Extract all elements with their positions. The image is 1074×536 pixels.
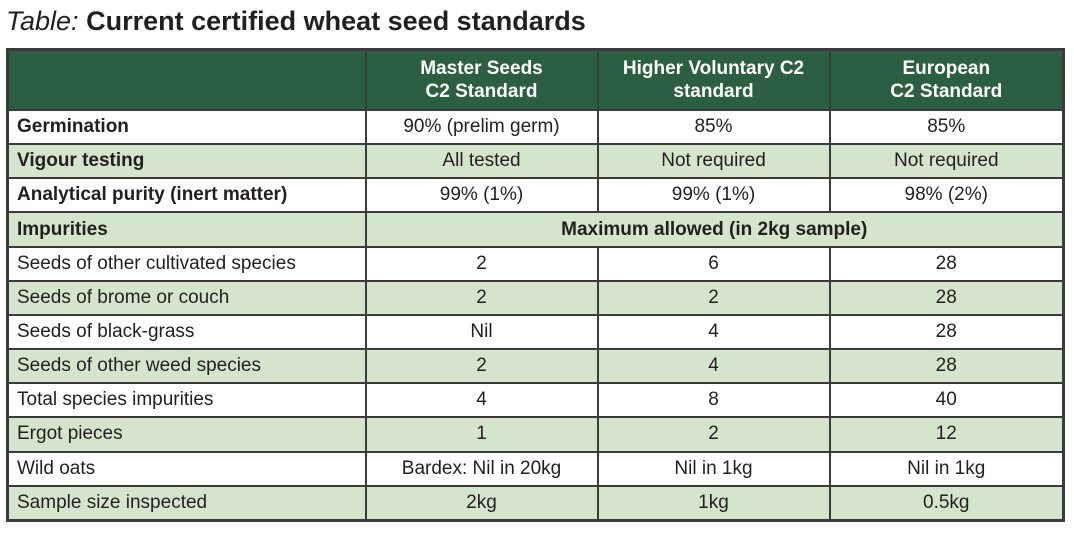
value-cell: 28: [828, 348, 1065, 385]
value-cell: 2: [596, 416, 831, 453]
value-cell: 1: [364, 416, 599, 453]
value-cell: 28: [828, 279, 1065, 316]
table-row: Wild oats Bardex: Nil in 20kg Nil in 1kg Ni…: [6, 450, 1065, 487]
value-cell: 4: [596, 313, 831, 351]
value-cell: 2: [364, 279, 599, 316]
value-cell: 85%: [596, 108, 831, 146]
row-label: Total species impurities: [6, 382, 367, 419]
value-cell: Not required: [596, 143, 831, 180]
value-cell: 1kg: [596, 484, 831, 522]
header-european: European C2 Standard: [828, 48, 1065, 111]
value-cell: 99% (1%): [364, 177, 599, 214]
maximum-allowed-cell: Maximum allowed (in 2kg sample): [364, 211, 1065, 248]
table-row: Seeds of other cultivated species 2 6 28: [6, 245, 1065, 282]
value-cell: 90% (prelim germ): [364, 108, 599, 146]
table-row: Vigour testing All tested Not required Not …: [6, 143, 1065, 180]
table-row: Impurities Maximum allowed (in 2kg sample…: [6, 211, 1065, 248]
table-row: Seeds of brome or couch 2 2 28: [6, 279, 1065, 316]
value-cell: All tested: [364, 143, 599, 180]
value-cell: 98% (2%): [828, 177, 1065, 214]
table-title: Table: Current certified wheat seed stan…: [6, 4, 586, 38]
value-cell: 40: [828, 382, 1065, 419]
value-cell: 6: [596, 245, 831, 282]
table-title-text: Current certified wheat seed standards: [86, 6, 586, 36]
value-cell: Nil: [364, 313, 599, 351]
row-label: Seeds of brome or couch: [6, 279, 367, 316]
value-cell: 4: [364, 382, 599, 419]
table-row: Sample size inspected 2kg 1kg 0.5kg: [6, 484, 1065, 522]
value-cell: 2: [596, 279, 831, 316]
table-row: Seeds of black-grass Nil 4 28: [6, 313, 1065, 351]
seed-standards-table: Master Seeds C2 Standard Higher Voluntar…: [6, 48, 1065, 522]
header-line: Higher Voluntary C2: [622, 58, 805, 79]
header-line: C2 Standard: [890, 81, 1003, 102]
row-label: Seeds of other cultivated species: [6, 245, 367, 282]
table-row: Analytical purity (inert matter) 99% (1%)…: [6, 177, 1065, 214]
row-label: Sample size inspected: [6, 484, 367, 522]
value-cell: 2kg: [364, 484, 599, 522]
value-cell: Nil in 1kg: [828, 450, 1065, 487]
value-cell: 4: [596, 348, 831, 385]
row-label: Seeds of black-grass: [6, 313, 367, 351]
row-label: Ergot pieces: [6, 416, 367, 453]
header-line: standard: [673, 81, 754, 102]
value-cell: 99% (1%): [596, 177, 831, 214]
table-row: Germination 90% (prelim germ) 85% 85%: [6, 108, 1065, 146]
row-label: Wild oats: [6, 450, 367, 487]
value-cell: 85%: [828, 108, 1065, 146]
header-higher-voluntary: Higher Voluntary C2 standard: [596, 48, 831, 111]
row-label: Impurities: [6, 211, 367, 248]
value-cell: Not required: [828, 143, 1065, 180]
row-label: Germination: [6, 108, 367, 146]
value-cell: Bardex: Nil in 20kg: [364, 450, 599, 487]
header-line: C2 Standard: [425, 81, 538, 102]
table-row: Ergot pieces 1 2 12: [6, 416, 1065, 453]
value-cell: 2: [364, 348, 599, 385]
header-line: European: [902, 58, 991, 79]
row-label: Seeds of other weed species: [6, 348, 367, 385]
value-cell: 12: [828, 416, 1065, 453]
value-cell: 8: [596, 382, 831, 419]
header-master-seeds: Master Seeds C2 Standard: [364, 48, 599, 111]
value-cell: 0.5kg: [828, 484, 1065, 522]
header-line: Master Seeds: [420, 58, 543, 79]
value-cell: Nil in 1kg: [596, 450, 831, 487]
header-blank-cell: [6, 48, 367, 111]
table-row: Seeds of other weed species 2 4 28: [6, 348, 1065, 385]
table-header-row: Master Seeds C2 Standard Higher Voluntar…: [6, 48, 1065, 111]
value-cell: 28: [828, 313, 1065, 351]
value-cell: 2: [364, 245, 599, 282]
table-row: Total species impurities 4 8 40: [6, 382, 1065, 419]
value-cell: 28: [828, 245, 1065, 282]
row-label: Vigour testing: [6, 143, 367, 180]
row-label: Analytical purity (inert matter): [6, 177, 367, 214]
table-body: Germination 90% (prelim germ) 85% 85% Vigour…: [6, 108, 1065, 522]
table-title-prefix: Table:: [6, 6, 79, 36]
